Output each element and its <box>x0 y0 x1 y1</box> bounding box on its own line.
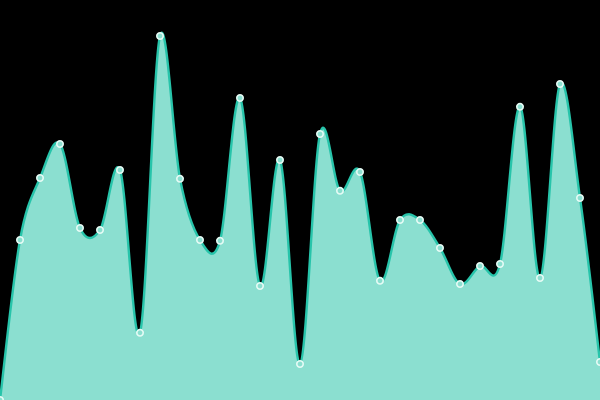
data-point-marker <box>35 174 44 183</box>
data-point-marker <box>295 359 304 368</box>
data-point-marker <box>275 156 284 165</box>
data-point-marker <box>495 259 504 268</box>
data-point-marker <box>236 94 245 103</box>
data-point-marker <box>196 236 205 245</box>
data-point-marker <box>116 166 125 175</box>
series-line <box>0 31 600 400</box>
data-point-marker <box>415 216 424 225</box>
data-point-marker <box>216 236 225 245</box>
data-point-marker <box>15 236 24 245</box>
data-point-marker <box>176 174 185 183</box>
data-point-marker <box>156 31 165 40</box>
data-point-marker <box>255 281 264 290</box>
data-point-marker <box>535 273 544 282</box>
data-point-marker <box>335 186 344 195</box>
data-point-marker <box>475 261 484 270</box>
data-point-marker <box>315 130 324 139</box>
data-point-marker <box>355 168 364 177</box>
data-point-marker <box>575 194 584 203</box>
data-point-marker <box>55 140 64 149</box>
data-point-marker <box>395 216 404 225</box>
data-point-marker <box>96 226 105 235</box>
data-point-marker <box>555 80 564 89</box>
data-point-markers <box>0 31 600 400</box>
data-point-marker <box>455 279 464 288</box>
data-point-marker <box>136 328 145 337</box>
data-point-marker <box>435 244 444 253</box>
data-point-marker <box>375 276 384 285</box>
data-point-marker <box>515 102 524 111</box>
data-point-marker <box>76 224 85 233</box>
area-fill-region <box>0 32 600 400</box>
